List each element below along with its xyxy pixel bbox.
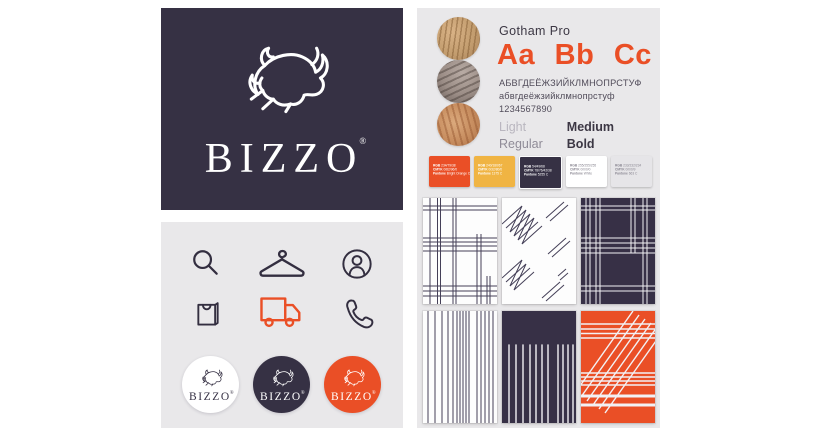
font-weights: Light Medium Regular Bold — [499, 120, 614, 151]
pattern-plaid-light — [423, 198, 497, 304]
icon-set-panel: BIZZO® BIZZO® BIZZO® — [161, 222, 403, 428]
pattern-zigzag-light — [502, 198, 576, 304]
brand-board-panel: Gotham Pro Aa Bb Cc АБВГДЕЁЖЗИЙКЛМНОПРСТ… — [417, 8, 660, 428]
color-swatch-white: RGB 255/255/255 CMYK 0/0/0/0 Pantone Whi… — [566, 156, 607, 187]
alphabet-lowercase: абвгдеёжзийклмнопрстуф — [499, 91, 615, 101]
bison-logo-icon — [272, 369, 293, 387]
registered-mark: ® — [371, 391, 376, 396]
logo-badge-orange: BIZZO® — [324, 356, 381, 413]
registered-mark: ® — [300, 391, 305, 396]
registered-mark: ® — [359, 136, 367, 146]
alphabet-uppercase: АБВГДЕЁЖЗИЙКЛМНОПРСТУФ — [499, 78, 642, 88]
pattern-comb-dark — [502, 311, 576, 423]
weight-bold: Bold — [566, 137, 595, 151]
texture-swatch-fabric — [437, 60, 480, 103]
brand-wordmark-text: BIZZO — [204, 136, 364, 182]
pattern-grid — [423, 198, 655, 423]
alphabet-digits: 1234567890 — [499, 104, 553, 114]
color-swatch-dark: RGB 54/49/68 CMYK 78/76/42/38 Pantone 52… — [519, 156, 562, 189]
texture-swatch-wood — [437, 17, 480, 60]
badge-wordmark: BIZZO® — [259, 391, 305, 403]
font-specimen: Aa Bb Cc — [497, 39, 652, 71]
bison-logo-icon — [248, 46, 329, 114]
badge-wordmark: BIZZO® — [188, 391, 234, 403]
user-icon — [335, 242, 379, 286]
delivery-truck-icon — [255, 288, 309, 334]
hanger-icon — [256, 244, 308, 284]
font-family-name: Gotham Pro — [499, 24, 571, 38]
weight-light: Light — [499, 120, 527, 134]
logo-badge-white: BIZZO® — [182, 356, 239, 413]
weight-regular: Regular — [499, 137, 543, 151]
phone-icon — [335, 290, 379, 334]
bison-logo-icon — [343, 369, 364, 387]
logo-badge-dark: BIZZO® — [253, 356, 310, 413]
pattern-vertical-stripes-light — [423, 311, 497, 423]
color-swatch-amber: RGB 240/180/67 CMYK 0/32/80/0 Pantone 13… — [474, 156, 515, 187]
brand-wordmark: BIZZO® — [161, 118, 403, 182]
color-swatch-gray: RGB 233/232/234 CMYK 0/0/0/9 Pantone 663… — [611, 156, 652, 187]
pattern-plaid-dark — [581, 198, 655, 304]
pattern-diagonal-plaid-orange — [581, 311, 655, 423]
bison-logo-icon — [201, 369, 222, 387]
registered-mark: ® — [229, 391, 234, 396]
shopping-bag-icon — [187, 290, 229, 334]
color-swatches: RGB 234/79/38 CMYK 0/82/96/0 Pantone Bri… — [429, 156, 652, 189]
texture-swatch-bark — [437, 103, 480, 146]
weight-medium: Medium — [566, 120, 615, 134]
badge-wordmark: BIZZO® — [330, 391, 376, 403]
color-swatch-orange: RGB 234/79/38 CMYK 0/82/96/0 Pantone Bri… — [429, 156, 470, 187]
logo-panel: BIZZO® — [161, 8, 403, 210]
search-icon — [185, 242, 229, 286]
font-alphabet: АБВГДЕЁЖЗИЙКЛМНОПРСТУФ абвгдеёжзийклмноп… — [499, 77, 642, 116]
